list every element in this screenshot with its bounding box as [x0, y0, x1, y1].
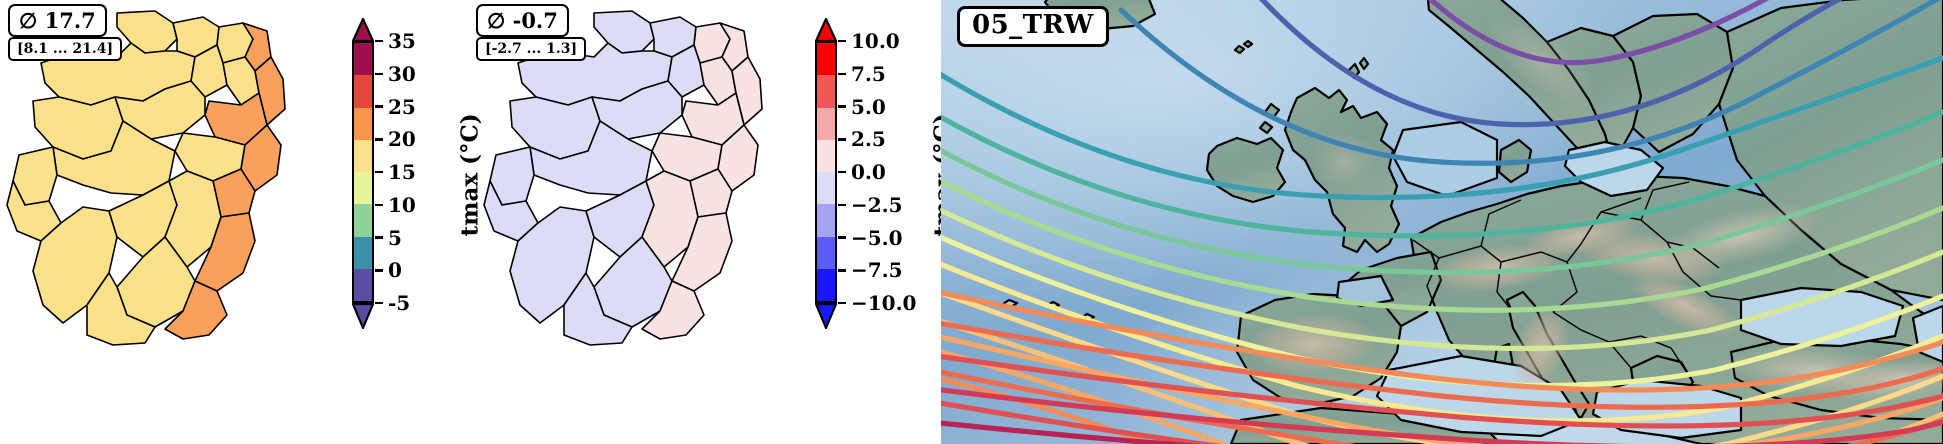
landmass-faroe	[1242, 39, 1254, 49]
water-black-sea	[1739, 286, 1905, 348]
colorbar-bottom-arrow-panel1	[352, 303, 374, 329]
colorbar-segment	[817, 107, 835, 140]
tick-mark	[375, 138, 383, 141]
germany-anomaly-choropleth	[483, 10, 763, 346]
tick-mark	[838, 105, 846, 108]
tick-label: 2.5	[851, 127, 886, 152]
colorbar-segment	[817, 43, 835, 76]
stat-mean-box-panel2: ∅ -0.7	[476, 4, 569, 37]
colorbar-ticks-panel1: 35 30 25 20 15 10 5 0 -5	[374, 31, 494, 313]
colorbar-segment	[354, 204, 372, 237]
stat-range-value: [8.1 ... 21.4]	[17, 41, 114, 57]
tick-label: −10.0	[851, 291, 917, 315]
tick-mark	[375, 236, 383, 239]
contour-lines-warm	[941, 290, 1943, 444]
colorbar-bottom-arrow-panel2	[815, 303, 837, 329]
colorbar-segment	[354, 172, 372, 205]
tick-mark	[838, 138, 846, 141]
panel-europe-contours: 05_TRW	[941, 0, 1943, 444]
colorbar-segment	[817, 75, 835, 108]
stat-mean-value: ∅ -0.7	[487, 8, 558, 33]
tick-label: 7.5	[851, 61, 886, 86]
tick-label: 25	[388, 94, 416, 119]
stat-mean-value: ∅ 17.7	[19, 8, 96, 33]
stat-range-box-panel2: [-2.7 ... 1.3]	[476, 37, 587, 61]
colorbar-segment	[817, 204, 835, 237]
tick-mark	[838, 203, 846, 206]
tick-mark	[838, 301, 846, 305]
colorbar-ticks-panel2: 10.0 7.5 5.0 2.5 0.0 −2.5 −5.0 −7.5 −10.…	[837, 31, 957, 313]
relief-shading	[1247, 11, 1943, 404]
landmass-hebrides	[1258, 120, 1274, 135]
landmass-faroe	[1233, 44, 1246, 55]
tick-label: 15	[388, 160, 416, 184]
germany-absolute-choropleth	[6, 10, 286, 346]
stat-range-value: [-2.7 ... 1.3]	[485, 41, 578, 57]
colorbar-segment	[817, 139, 835, 172]
colorbar-segment	[354, 43, 372, 76]
tick-label: 30	[388, 61, 416, 86]
colorbar-body-panel1	[352, 41, 374, 303]
panel-germany-absolute: ∅ 17.7 [8.1 ... 21.4]	[0, 0, 484, 444]
tick-mark	[375, 269, 383, 272]
tick-label: 10	[388, 192, 416, 217]
tick-mark	[838, 72, 846, 75]
panel-germany-anomaly: ∅ -0.7 [-2.7 ... 1.3]	[440, 0, 957, 444]
tick-label: 10.0	[851, 29, 900, 53]
stat-range-box-panel1: [8.1 ... 21.4]	[8, 37, 123, 61]
colorbar-segment	[354, 268, 372, 301]
colorbar-top-arrow-panel1	[352, 18, 374, 42]
map-title-text: 05_TRW	[972, 10, 1094, 40]
tick-mark	[375, 203, 383, 206]
europe-map-svg	[941, 0, 1943, 444]
map-title-badge: 05_TRW	[957, 6, 1109, 48]
tick-mark	[838, 236, 846, 239]
water-north-sea	[1391, 120, 1499, 198]
tick-mark	[838, 269, 846, 272]
tick-label: −7.5	[851, 258, 903, 283]
colorbar-segment	[354, 75, 372, 108]
colorbar-top-arrow-panel2	[815, 18, 837, 42]
tick-mark	[838, 39, 846, 43]
tick-mark	[375, 301, 383, 305]
tick-label: 5	[388, 225, 402, 250]
landmass-shetland	[1358, 56, 1370, 71]
colorbar-segment	[354, 139, 372, 172]
tick-label: -5	[388, 291, 411, 315]
tick-label: 5.0	[851, 94, 886, 119]
tick-mark	[375, 39, 383, 43]
tick-label: 0	[388, 258, 402, 283]
tick-label: 35	[388, 29, 416, 53]
tick-label: 20	[388, 127, 416, 152]
colorbar-panel1: 35 30 25 20 15 10 5 0 -5	[352, 18, 416, 329]
tick-label: −5.0	[851, 225, 903, 250]
colorbar-segment	[354, 236, 372, 269]
colorbar-panel2: 10.0 7.5 5.0 2.5 0.0 −2.5 −5.0 −7.5 −10.…	[815, 18, 916, 329]
tick-mark	[375, 105, 383, 108]
colorbar-segment	[354, 107, 372, 140]
tick-mark	[375, 72, 383, 75]
colorbar-body-panel2	[815, 41, 837, 303]
colorbar-segment	[817, 268, 835, 301]
tick-label: 0.0	[851, 160, 886, 184]
tick-mark	[838, 170, 846, 174]
tick-label: −2.5	[851, 192, 903, 217]
tick-mark	[375, 170, 383, 174]
colorbar-segment	[817, 172, 835, 205]
stat-mean-box-panel1: ∅ 17.7	[8, 4, 107, 37]
colorbar-segment	[817, 236, 835, 269]
